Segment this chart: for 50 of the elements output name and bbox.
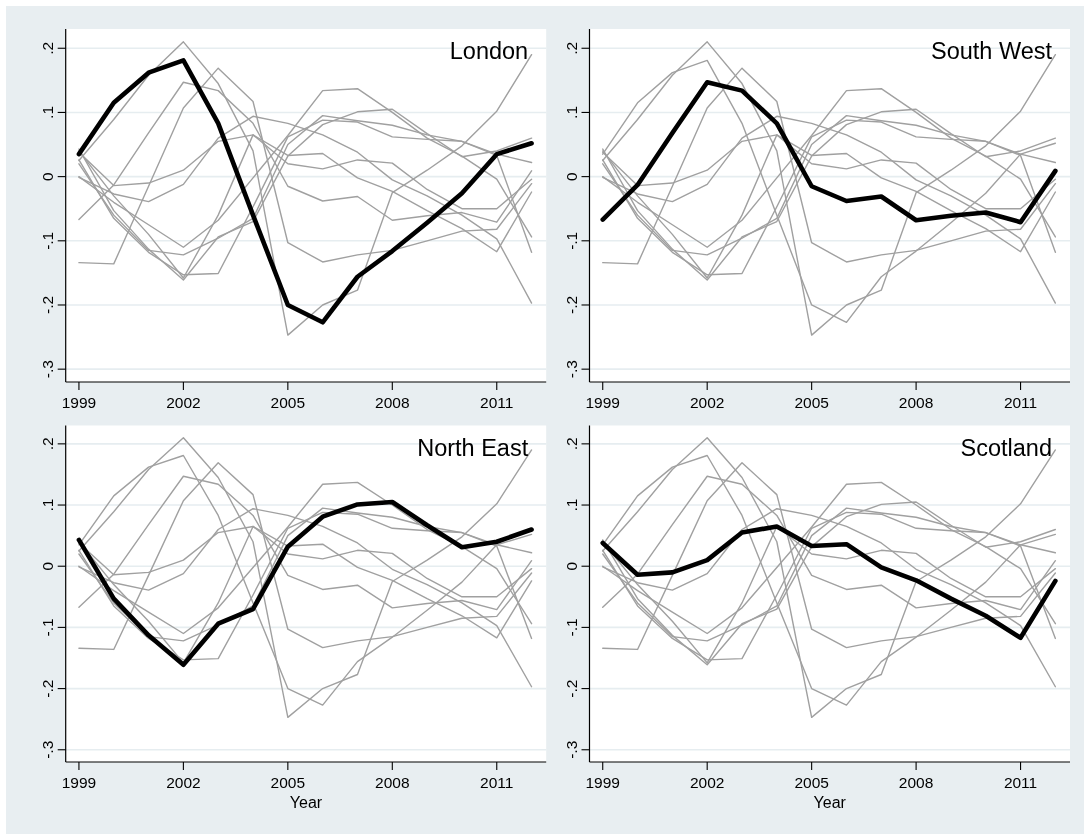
x-axis-title: Year [813,794,847,811]
x-tick-label: 2005 [794,774,829,791]
text: London [449,38,529,64]
x-tick-label: 2008 [375,394,410,411]
y-tick-label: -.3 [563,740,580,759]
y-tick-label: -.1 [39,231,57,250]
y-tick-label: .2 [563,41,580,55]
y-tick-label: .2 [39,41,57,55]
x-tick-label: 2011 [1003,774,1038,791]
y-tick-label: .2 [39,437,57,451]
y-tick-label: -.1 [563,231,580,250]
x-tick-label: 2005 [794,394,829,411]
y-tick-label: .2 [563,437,580,451]
y-tick-label: .1 [39,105,57,119]
x-tick-label: 2002 [689,394,725,411]
x-tick-label: 2011 [480,774,514,791]
y-tick-label: -.3 [39,740,57,759]
x-tick-label: 1999 [585,394,620,411]
y-tick-label: -.1 [39,618,57,637]
x-tick-label: 2011 [1003,394,1038,411]
x-tick-label: 2002 [166,774,201,791]
y-tick-label: 0 [563,171,580,181]
x-tick-label: 2005 [270,394,306,411]
y-tick-label: -.2 [39,295,57,315]
x-tick-label: 2011 [480,394,514,411]
y-tick-label: 0 [39,171,57,181]
y-tick-label: .1 [563,105,580,119]
text: South West [930,38,1053,64]
y-tick-label: -.2 [563,679,580,698]
x-tick-label: 1999 [61,774,97,791]
text: Scotland [960,434,1052,461]
x-tick-label: 2008 [898,774,934,791]
text: North East [417,434,529,461]
x-tick-label: 1999 [61,394,97,411]
y-tick-label: .1 [563,498,580,512]
y-tick-label: -.3 [39,360,57,379]
x-tick-label: 2002 [166,394,201,411]
y-tick-label: -.2 [39,679,57,698]
x-tick-label: 2008 [375,774,410,791]
x-tick-label: 1999 [585,774,620,791]
x-tick-label: 2002 [689,774,725,791]
x-tick-label: 2005 [270,774,306,791]
x-axis-title: Year [289,794,323,811]
y-tick-label: -.2 [563,295,580,315]
y-tick-label: .1 [39,498,57,512]
y-tick-label: 0 [563,561,580,571]
y-tick-label: -.3 [563,360,580,379]
y-tick-label: 0 [39,561,57,571]
x-tick-label: 2008 [898,394,934,411]
y-tick-label: -.1 [563,618,580,637]
